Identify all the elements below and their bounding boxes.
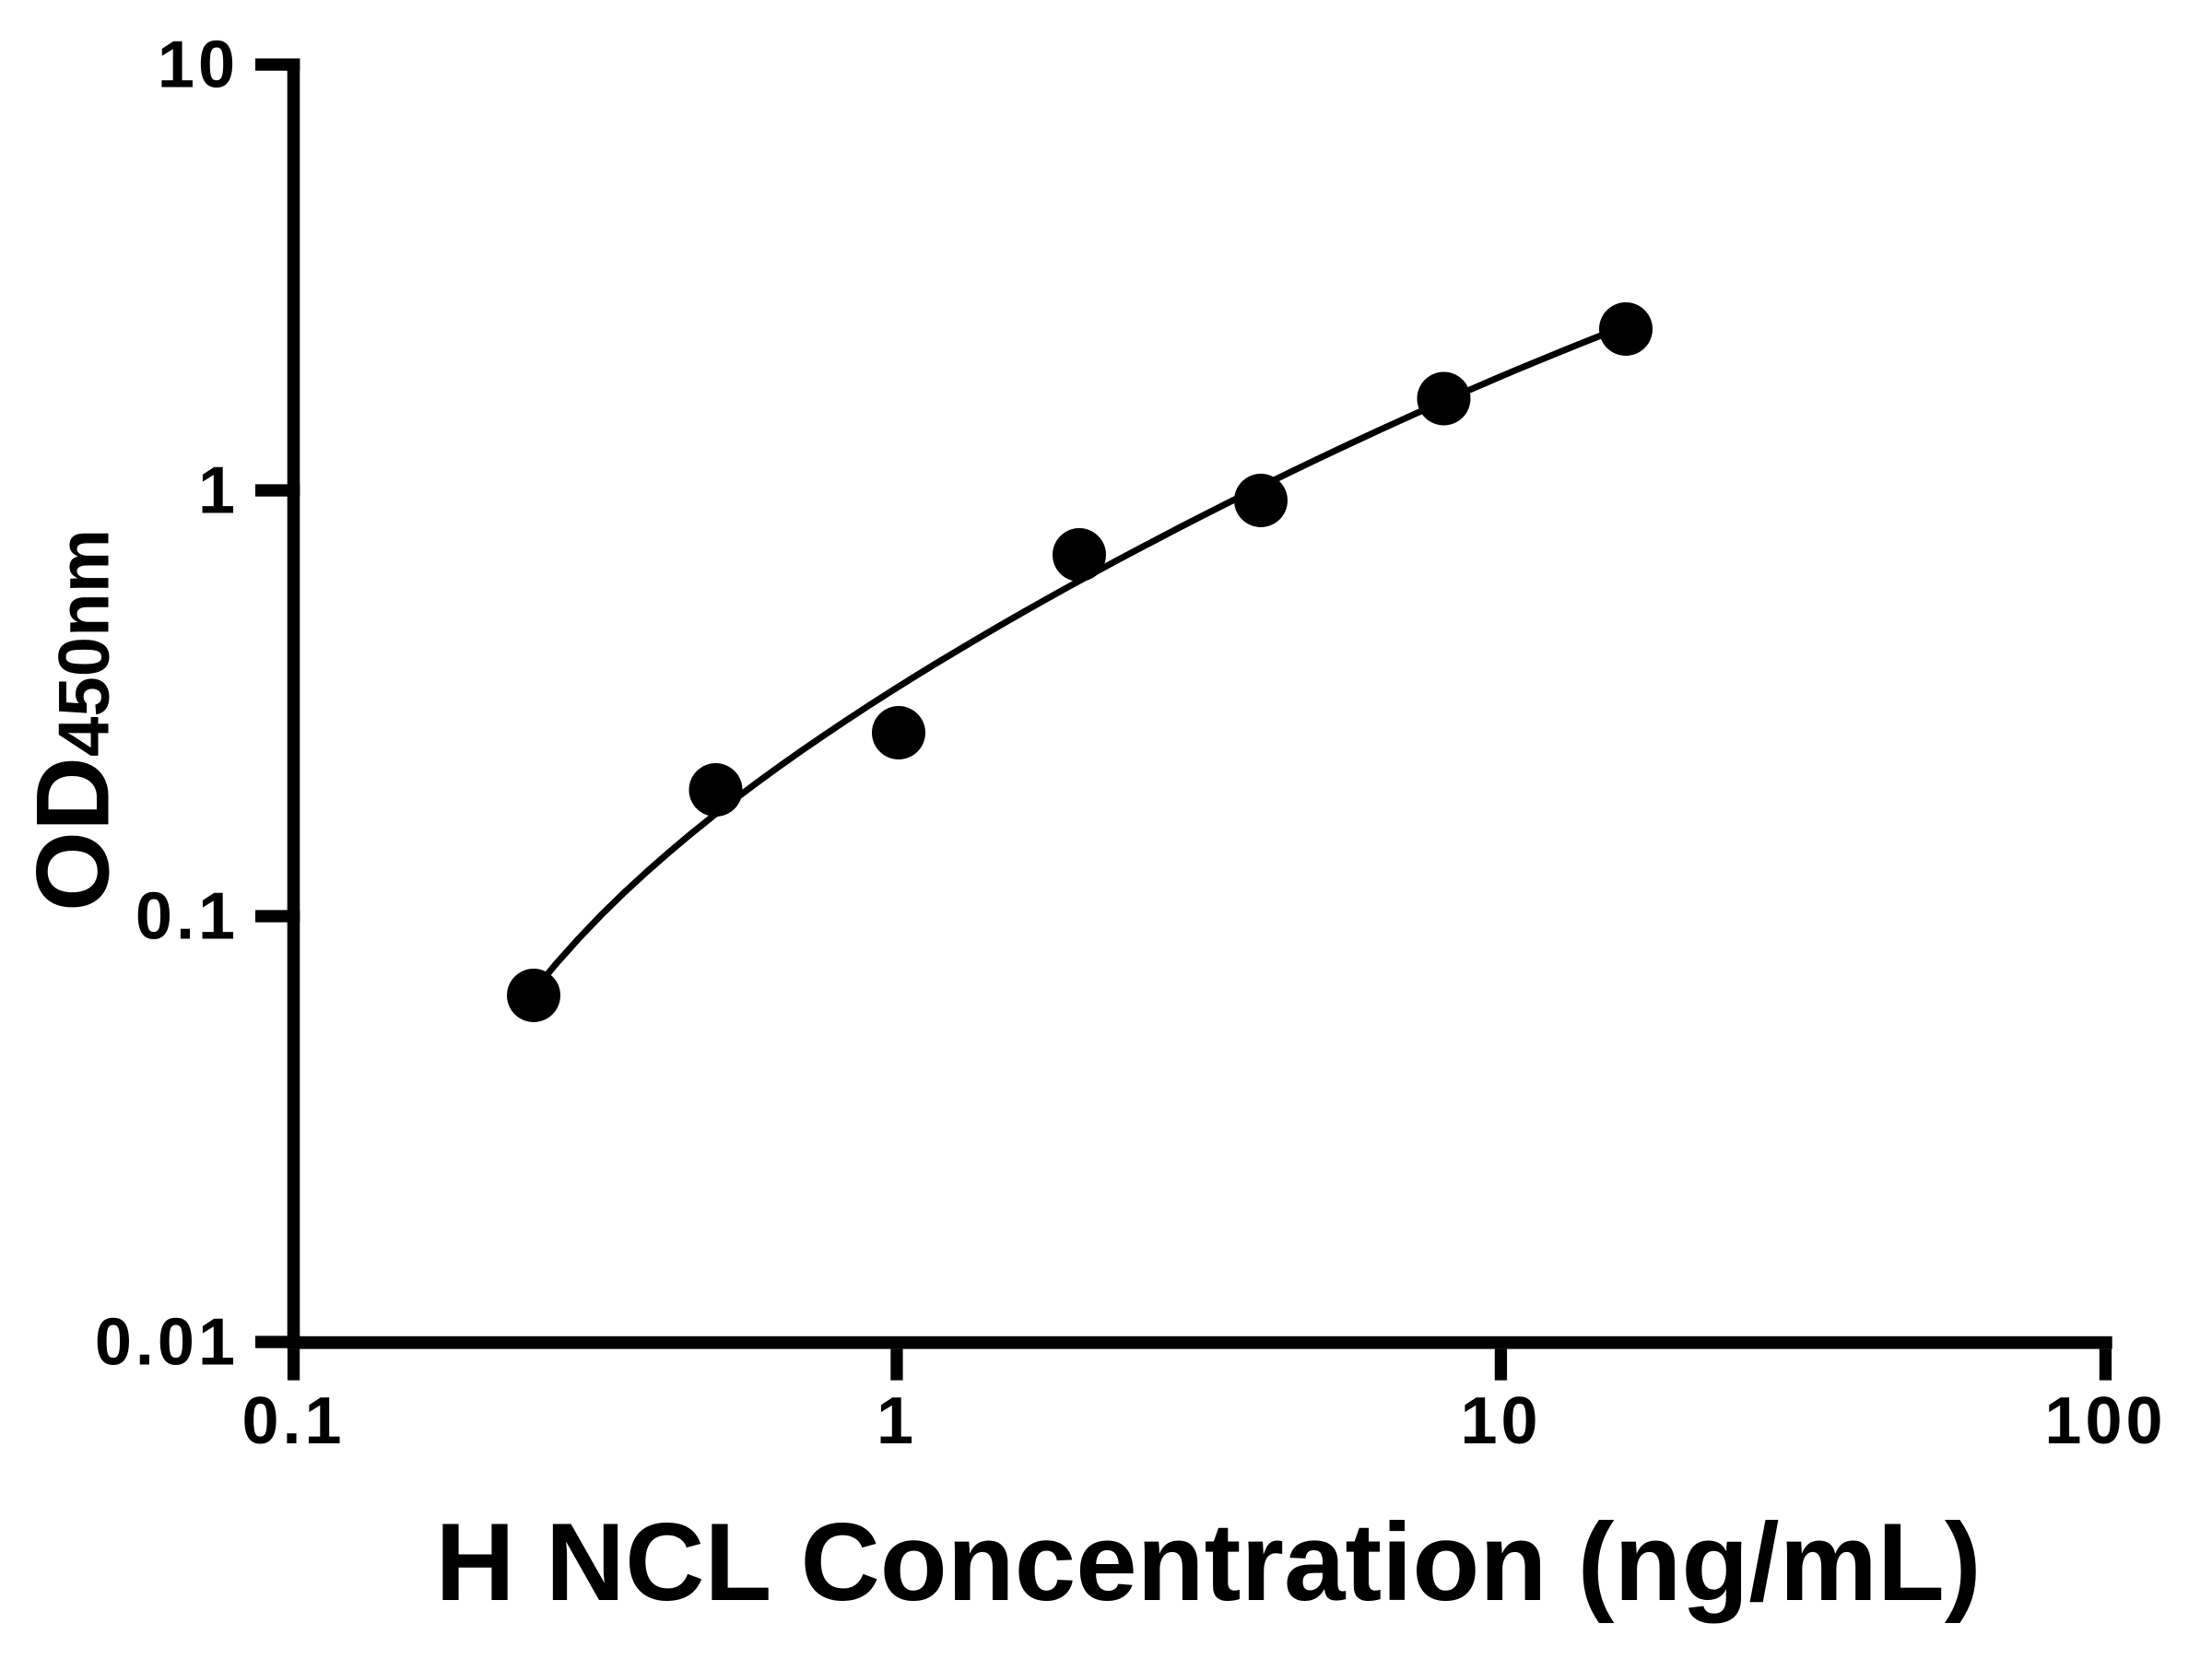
- svg-text:0.01: 0.01: [95, 1306, 239, 1380]
- svg-text:1: 1: [198, 454, 239, 528]
- svg-text:10: 10: [158, 29, 239, 102]
- svg-text:1: 1: [877, 1384, 917, 1458]
- svg-text:H NCL Concentration (ng/mL): H NCL Concentration (ng/mL): [435, 1501, 1981, 1624]
- svg-text:100: 100: [2044, 1384, 2166, 1458]
- svg-text:0.1: 0.1: [241, 1384, 345, 1458]
- svg-text:10: 10: [1460, 1384, 1541, 1458]
- svg-text:0.1: 0.1: [135, 880, 239, 954]
